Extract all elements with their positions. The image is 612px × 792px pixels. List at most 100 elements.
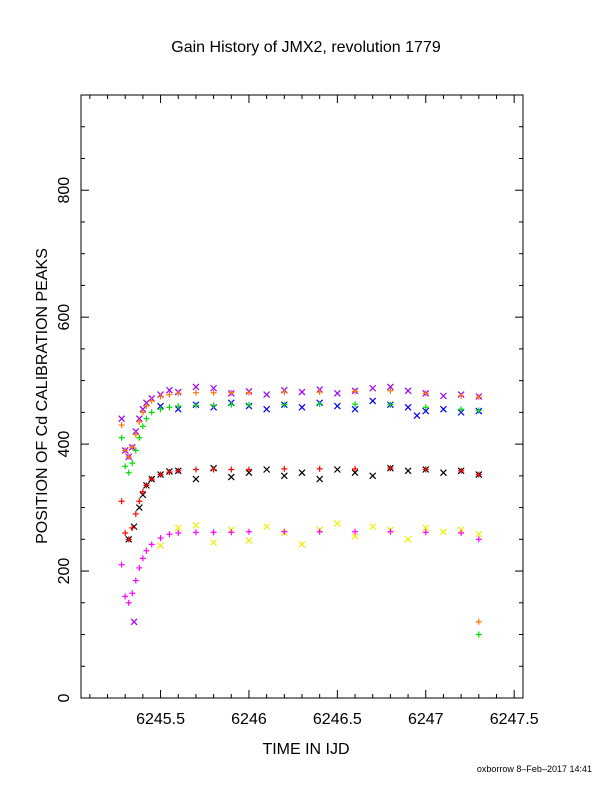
data-point: [148, 541, 155, 548]
data-point: [245, 389, 252, 396]
y-tick-label: 800: [56, 177, 73, 204]
data-point: [413, 412, 421, 419]
data-point: [210, 539, 218, 546]
data-point: [175, 403, 182, 410]
data-point: [352, 388, 359, 395]
data-point: [316, 528, 323, 535]
data-point: [166, 391, 173, 398]
data-point: [165, 386, 173, 394]
data-point: [440, 528, 447, 536]
x-tick-label: 6247.5: [490, 711, 539, 728]
data-point: [192, 389, 199, 396]
data-point: [210, 402, 217, 409]
data-point: [136, 498, 143, 505]
data-point: [166, 469, 173, 476]
data-point: [228, 401, 235, 408]
data-point: [263, 405, 271, 413]
y-tick-label: 400: [56, 431, 73, 458]
data-point: [457, 408, 465, 416]
data-point: [130, 618, 138, 626]
data-point: [440, 469, 447, 477]
data-point: [387, 528, 394, 535]
data-point: [157, 471, 164, 478]
x-tick-label: 6245.5: [136, 711, 185, 728]
data-point: [125, 536, 132, 543]
data-point: [440, 392, 447, 400]
data-point: [132, 510, 139, 517]
data-point: [129, 524, 136, 531]
data-point: [132, 431, 139, 438]
data-point: [316, 401, 323, 408]
data-point: [122, 593, 129, 600]
data-point: [210, 389, 217, 396]
data-point: [351, 532, 359, 540]
data-marks: [118, 383, 483, 638]
data-point: [132, 577, 139, 584]
data-point: [142, 399, 150, 407]
data-point: [458, 406, 465, 413]
data-point: [475, 394, 482, 401]
data-point: [118, 415, 126, 423]
data-point: [129, 444, 136, 451]
y-tick-label: 0: [56, 693, 73, 702]
data-point: [192, 529, 199, 536]
data-point: [192, 475, 200, 483]
data-point: [422, 390, 429, 397]
data-point: [136, 418, 143, 425]
data-point: [351, 469, 359, 477]
data-point: [118, 498, 125, 505]
tick-labels: 6245.5 6246 6246.5 6247 6247.5 0 200 400 600 800: [56, 177, 539, 728]
data-point: [316, 389, 323, 396]
data-point: [245, 469, 253, 477]
data-point: [143, 547, 150, 554]
data-point: [440, 405, 447, 413]
data-point: [475, 618, 482, 625]
data-point: [132, 447, 139, 454]
data-point: [210, 529, 217, 536]
data-point: [139, 405, 147, 413]
data-point: [351, 405, 359, 413]
data-point: [192, 466, 199, 473]
data-point: [166, 531, 173, 538]
data-point: [175, 529, 182, 536]
data-point: [227, 473, 235, 481]
data-point: [280, 472, 288, 480]
data-point: [316, 465, 323, 472]
data-point: [333, 402, 341, 410]
data-point: [166, 404, 173, 411]
data-point: [298, 388, 306, 396]
data-point: [263, 523, 271, 531]
data-point: [129, 460, 136, 467]
data-point: [333, 520, 341, 527]
data-point: [118, 561, 125, 568]
footer-timestamp: oxborrow 8–Feb–2017 14:41: [477, 764, 592, 774]
y-axis-label: POSITION OF Cd CALIBRATION PEAKS: [34, 248, 51, 544]
data-point: [245, 537, 253, 545]
data-point: [210, 384, 218, 392]
data-point: [135, 415, 143, 423]
data-point: [139, 491, 147, 499]
data-point: [139, 409, 146, 416]
data-point: [369, 523, 377, 531]
data-point: [369, 472, 377, 480]
data-point: [369, 384, 377, 392]
data-point: [245, 466, 252, 473]
data-point: [458, 467, 465, 474]
data-point: [174, 405, 182, 413]
data-point: [139, 423, 146, 430]
data-point: [228, 466, 235, 473]
data-point: [263, 466, 271, 473]
data-point: [148, 397, 155, 404]
x-axis-label: TIME IN IJD: [262, 741, 349, 758]
data-point: [122, 529, 129, 536]
data-point: [263, 391, 271, 399]
data-point: [457, 526, 465, 534]
data-point: [458, 392, 465, 399]
data-point: [139, 555, 146, 562]
data-point: [422, 466, 429, 473]
data-point: [122, 447, 129, 454]
data-point: [192, 383, 200, 391]
data-point: [475, 407, 482, 414]
data-point: [404, 387, 412, 395]
